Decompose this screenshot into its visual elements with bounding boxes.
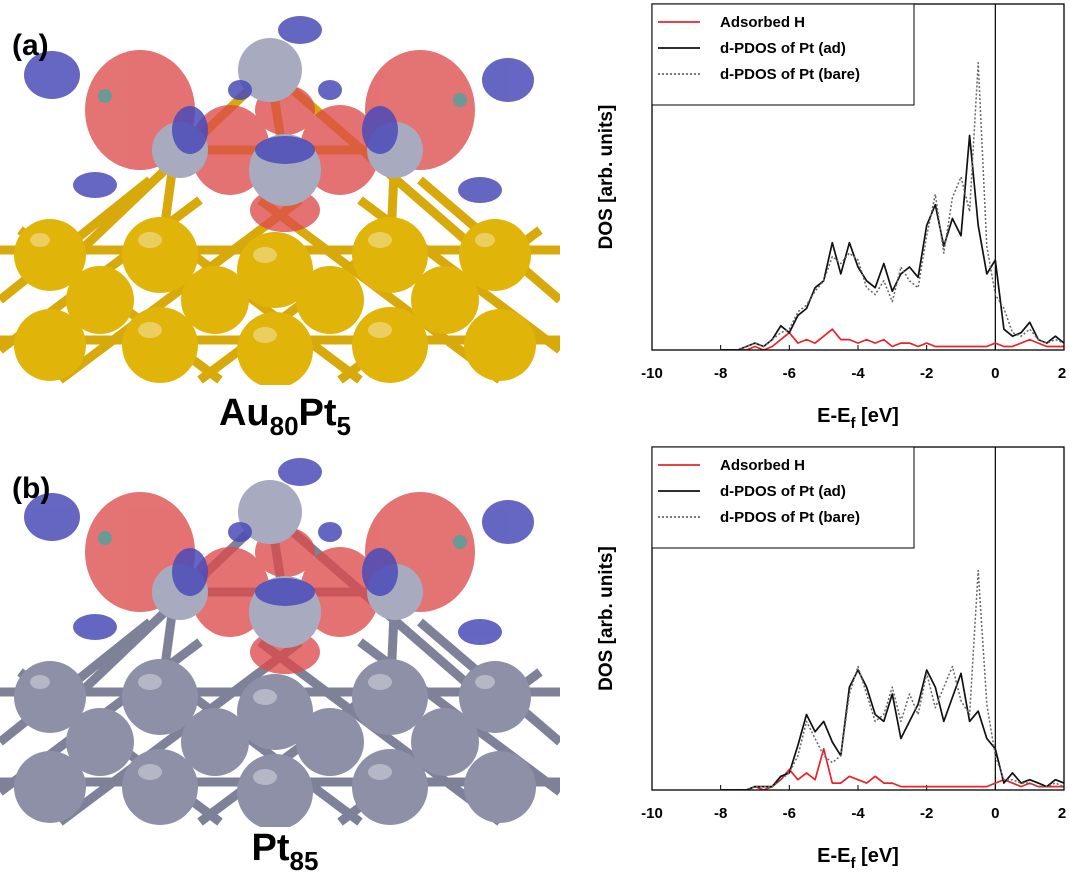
x-tick-label: -4: [851, 805, 865, 822]
dos-curve: [721, 571, 1064, 791]
shape-group: [0, 458, 560, 830]
x-tick-label: -8: [714, 805, 727, 822]
x-axis-label-part: [eV]: [856, 405, 899, 427]
x-tick-label: -10: [641, 805, 663, 822]
caption-sub: 5: [337, 411, 351, 441]
structure-image-a: [0, 16, 560, 388]
x-axis-label: E-Ef [eV]: [817, 405, 899, 432]
caption-part: Pt: [252, 827, 290, 869]
curves: [721, 63, 1064, 350]
x-tick-label: -8: [714, 365, 727, 382]
legend-label: d-PDOS of Pt (ad): [720, 483, 846, 500]
y-axis-label: DOS [arb. units]: [596, 105, 617, 250]
panel-label: (b): [12, 472, 50, 505]
dos-curve: [721, 136, 1064, 351]
x-tick-label: 0: [991, 805, 999, 822]
atom-or-lobe: [0, 16, 560, 388]
x-tick-label: -10: [641, 365, 663, 382]
legend-label: d-PDOS of Pt (bare): [720, 66, 860, 83]
x-axis-label-part: [eV]: [856, 845, 899, 867]
x-tick-label: 2: [1058, 365, 1066, 382]
x-axis-label: E-Ef [eV]: [817, 845, 899, 872]
x-tick-label: 0: [991, 365, 999, 382]
x-tick-label: -2: [920, 365, 933, 382]
x-tick-label: -2: [920, 805, 933, 822]
caption-part: Au: [219, 392, 270, 434]
legend-label: d-PDOS of Pt (ad): [720, 40, 846, 57]
panel-label: (a): [12, 29, 49, 62]
legend-label: Adsorbed H: [720, 457, 805, 474]
dos-chart: -10 -8 -6 -4 -2 0 2 Adsorbed H d-PDOS of Pt (ad)…: [596, 447, 1066, 872]
caption: Pt85: [252, 827, 319, 872]
x-tick-label: -6: [783, 365, 796, 382]
y-axis-label: DOS [arb. units]: [596, 546, 617, 691]
atom-or-lobe: [0, 458, 560, 830]
figure: (a) (b) Au80Pt5 Pt85 -10-8-6-4-202Adsorb…: [0, 0, 1069, 872]
caption-part: Pt: [299, 392, 337, 434]
caption: Au80Pt5: [219, 392, 351, 441]
dos-curve: [721, 63, 1064, 350]
caption-sub: 80: [270, 411, 299, 441]
x-tick-label: -6: [783, 805, 796, 822]
x-tick-label: -4: [851, 365, 865, 382]
curves: [721, 571, 1064, 791]
x-axis-label-part: E-E: [817, 405, 850, 427]
legend-label: Adsorbed H: [720, 14, 805, 31]
x-tick-label: 2: [1058, 805, 1066, 822]
x-axis-label-part: E-E: [817, 845, 850, 867]
dos-chart: -10 -8 -6 -4 -2 0 2 Adsorbed H d-PDOS of Pt (ad)…: [596, 4, 1066, 432]
structure-image-b: [0, 458, 560, 830]
dos-curve: [721, 749, 1064, 790]
caption-sub: 85: [290, 846, 319, 872]
legend-label: d-PDOS of Pt (bare): [720, 509, 860, 526]
